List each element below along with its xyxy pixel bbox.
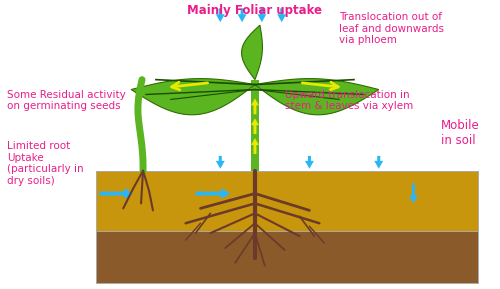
Polygon shape xyxy=(305,156,314,169)
Bar xyxy=(96,231,478,283)
Text: Limited root
Uptake
(particularly in
dry soils): Limited root Uptake (particularly in dry… xyxy=(8,141,84,186)
Text: Translocation out of
leaf and downwards
via phloem: Translocation out of leaf and downwards … xyxy=(339,12,444,45)
Polygon shape xyxy=(374,156,383,169)
Polygon shape xyxy=(216,8,224,22)
Polygon shape xyxy=(258,8,266,22)
Polygon shape xyxy=(196,188,230,199)
Polygon shape xyxy=(100,188,133,199)
Polygon shape xyxy=(251,118,259,134)
Text: Upward translocation in
stem & leaves via xylem: Upward translocation in stem & leaves vi… xyxy=(284,90,413,111)
Bar xyxy=(96,171,478,231)
Polygon shape xyxy=(251,138,259,154)
Polygon shape xyxy=(242,25,262,80)
Text: Some Residual activity
on germinating seeds: Some Residual activity on germinating se… xyxy=(8,90,126,111)
Text: Mainly Foliar uptake: Mainly Foliar uptake xyxy=(188,4,322,17)
Polygon shape xyxy=(409,184,418,203)
Polygon shape xyxy=(131,79,255,115)
Polygon shape xyxy=(255,79,379,115)
Polygon shape xyxy=(251,99,259,114)
Bar xyxy=(251,80,259,171)
Text: Mobile
in soil: Mobile in soil xyxy=(441,119,480,147)
Polygon shape xyxy=(277,8,286,22)
Polygon shape xyxy=(216,156,224,169)
Polygon shape xyxy=(238,8,246,22)
